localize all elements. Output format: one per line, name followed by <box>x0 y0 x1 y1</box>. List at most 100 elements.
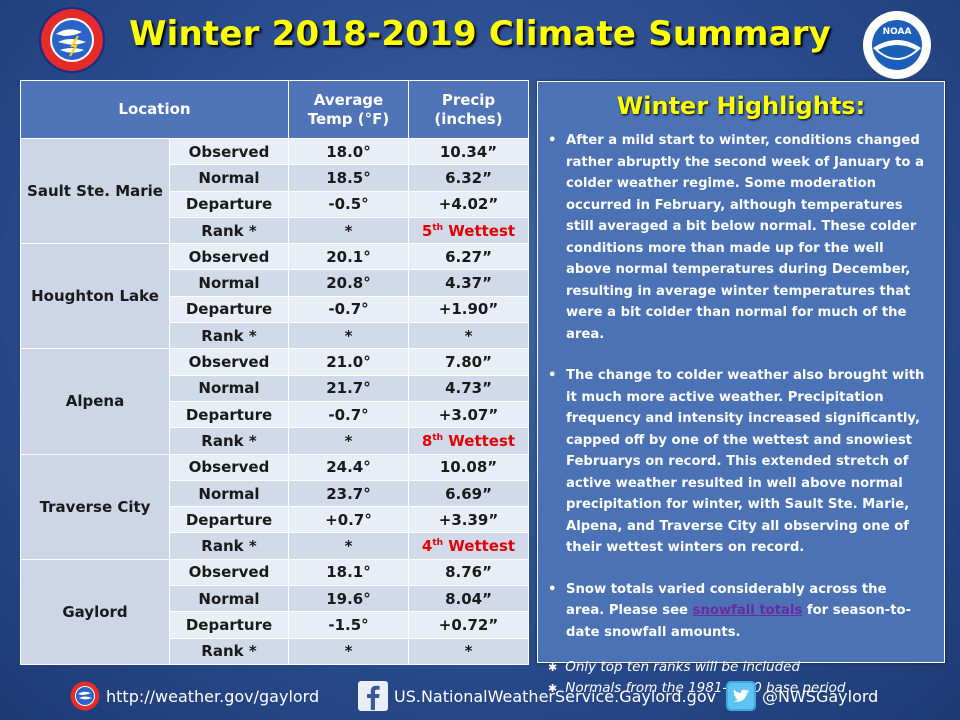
precip-value: * <box>408 322 529 350</box>
precip-value: 8.04” <box>408 585 529 613</box>
row-label: Departure <box>169 295 289 324</box>
footnotes: ✱ Only top ten ranks will be included ✱ No… <box>538 657 944 699</box>
table-row: Gaylord Observed 18.1° 8.76” <box>20 558 529 665</box>
row-label: Rank * <box>169 532 289 560</box>
highlights-title: Winter Highlights: <box>616 92 866 120</box>
location-name: Alpena <box>20 348 170 455</box>
header-temp: Average Temp (°F) <box>288 80 409 139</box>
precip-value: +3.07” <box>408 400 529 429</box>
precip-rank: 4th Wettest <box>408 532 529 560</box>
rank-text: Wettest <box>443 537 516 556</box>
temp-value: * <box>288 637 409 665</box>
table-row: Sault Ste. Marie Observed 18.0° 10.34” <box>20 137 529 245</box>
location-name: Traverse City <box>20 453 170 560</box>
precip-value: 8.76” <box>408 558 529 587</box>
temp-value: * <box>288 532 409 560</box>
temp-value: -0.7° <box>288 400 409 429</box>
precip-value: 4.73” <box>408 374 529 402</box>
temp-value: 18.0° <box>288 137 409 166</box>
twitter-icon <box>726 681 756 711</box>
temp-value: 24.4° <box>288 453 409 481</box>
row-label: Observed <box>169 453 289 481</box>
footer-twitter[interactable]: @NWSGaylord <box>726 680 878 712</box>
temp-value: 19.6° <box>288 585 409 613</box>
highlight-bullet: After a mild start to winter, conditions… <box>548 130 928 345</box>
snowfall-totals-link[interactable]: snowfall totals <box>692 603 803 618</box>
precip-value: 10.08” <box>408 453 529 481</box>
table-row: Rank * * * <box>21 637 529 665</box>
nws-logo-icon <box>70 681 100 711</box>
row-label: Departure <box>169 400 289 429</box>
temp-value: 18.5° <box>288 164 409 192</box>
climate-table: Location Average Temp (°F) Precip (inche… <box>20 80 529 665</box>
temp-value: 21.0° <box>288 348 409 376</box>
table-row: Departure -1.5° +0.72” <box>21 611 529 639</box>
svg-text:NOAA: NOAA <box>883 27 912 37</box>
temp-value: -0.5° <box>288 190 409 218</box>
highlight-bullet: Snow totals varied considerably across t… <box>548 579 928 644</box>
location-name: Houghton Lake <box>20 243 170 350</box>
precip-rank: 5th Wettest <box>408 216 529 245</box>
asterisk-icon: ✱ <box>548 661 558 674</box>
facebook-icon <box>358 681 388 711</box>
precip-value: +1.90” <box>408 295 529 324</box>
table-row: Rank * * 8th Wettest <box>21 427 529 455</box>
precip-value: +3.39” <box>408 506 529 534</box>
table-row: Rank * * 5th Wettest <box>21 216 529 245</box>
page-title: Winter 2018-2019 Climate Summary <box>128 14 832 54</box>
precip-rank: 8th Wettest <box>408 427 529 455</box>
row-label: Rank * <box>169 216 289 245</box>
temp-value: * <box>288 427 409 455</box>
precip-value: * <box>408 637 529 665</box>
header-location: Location <box>20 80 289 139</box>
footer-facebook[interactable]: US.NationalWeatherService.Gaylord.gov <box>358 680 716 712</box>
facebook-link[interactable]: US.NationalWeatherService.Gaylord.gov <box>394 686 717 706</box>
row-label: Rank * <box>169 427 289 455</box>
winter-highlights-panel: Winter Highlights: After a mild start to… <box>537 81 945 696</box>
temp-value: +0.7° <box>288 506 409 534</box>
noaa-logo-icon: NOAA <box>863 11 931 79</box>
location-name: Gaylord <box>20 558 170 665</box>
rank-number: 4 <box>421 537 433 556</box>
footer-website[interactable]: http://weather.gov/gaylord <box>70 680 319 712</box>
rank-suffix: th <box>432 538 444 549</box>
bullet-text: Snow totals varied considerably across t… <box>566 581 887 619</box>
table-row: Normal 23.7° 6.69” <box>21 479 529 508</box>
row-label: Normal <box>169 164 289 192</box>
nws-logo-icon <box>39 7 105 73</box>
row-label: Departure <box>169 190 289 218</box>
temp-value: 23.7° <box>288 479 409 508</box>
location-name: Sault Ste. Marie <box>20 137 170 245</box>
row-label: Observed <box>169 558 289 587</box>
row-label: Normal <box>169 585 289 613</box>
row-label: Normal <box>169 374 289 402</box>
footnote: ✱ Normals from the 1981-2010 base period <box>548 678 944 699</box>
precip-value: 10.34” <box>408 137 529 166</box>
table-row: Normal 20.8° 4.37” <box>21 269 529 297</box>
rank-text: Wettest <box>443 221 516 240</box>
row-label: Rank * <box>169 322 289 350</box>
website-link[interactable]: http://weather.gov/gaylord <box>106 686 320 706</box>
row-label: Rank * <box>169 637 289 665</box>
temp-value: * <box>288 322 409 350</box>
rank-number: 8 <box>421 431 433 450</box>
precip-value: 7.80” <box>408 348 529 376</box>
footer: http://weather.gov/gaylord US.NationalWe… <box>0 680 960 712</box>
table-row: Alpena Observed 21.0° 7.80” <box>20 348 529 455</box>
table-row: Traverse City Observed 24.4° 10.08” <box>20 453 529 560</box>
table-row: Departure -0.7° +1.90” <box>21 295 529 324</box>
footnote: ✱ Only top ten ranks will be included <box>548 657 944 678</box>
row-label: Observed <box>169 348 289 376</box>
precip-value: 4.37” <box>408 269 529 297</box>
highlights-list: After a mild start to winter, conditions… <box>538 130 944 643</box>
header-precip: Precip (inches) <box>408 80 529 139</box>
rank-text: Wettest <box>443 431 516 450</box>
row-label: Observed <box>169 243 289 271</box>
temp-value: 20.1° <box>288 243 409 271</box>
twitter-handle[interactable]: @NWSGaylord <box>762 686 879 706</box>
asterisk-icon: ✱ <box>548 682 558 695</box>
temp-value: 21.7° <box>288 374 409 402</box>
row-label: Normal <box>169 269 289 297</box>
precip-value: +4.02” <box>408 190 529 218</box>
rank-number: 5 <box>421 221 433 240</box>
